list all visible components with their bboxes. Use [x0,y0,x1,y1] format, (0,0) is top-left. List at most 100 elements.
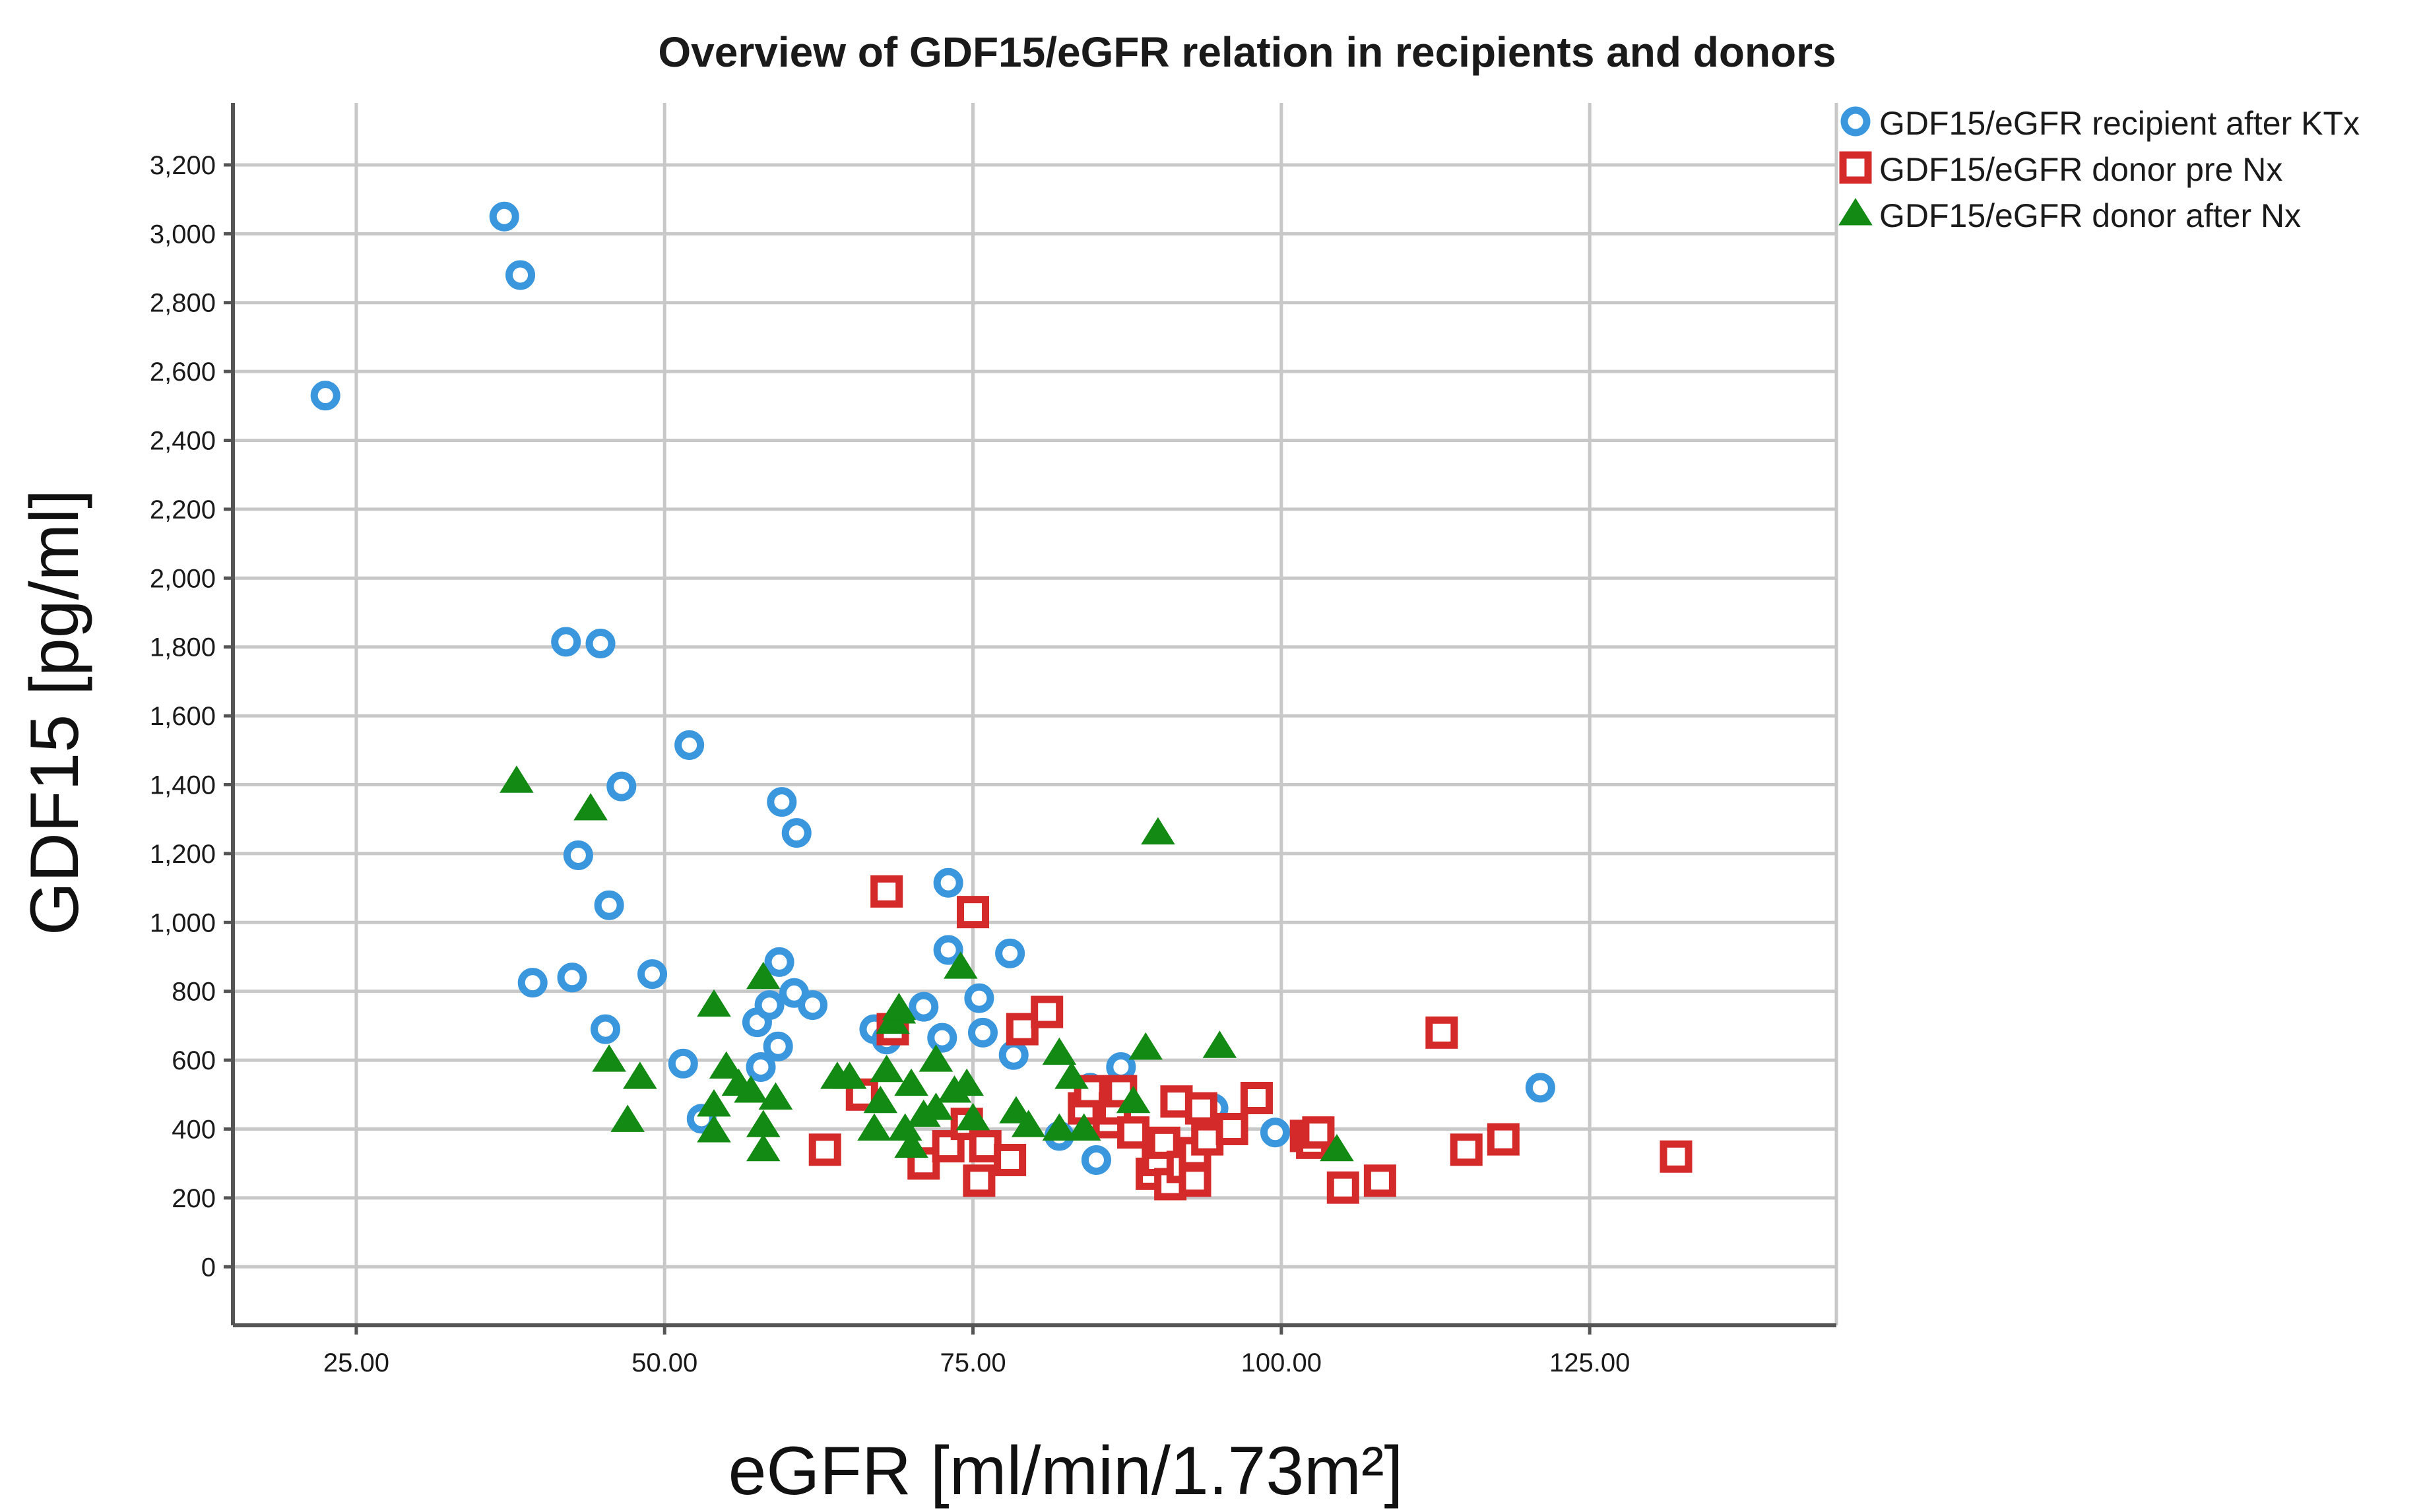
y-tick-label: 1,800 [150,633,216,662]
triangle-data-point [1042,1037,1077,1065]
y-tick-label: 3,000 [150,220,216,249]
y-tick-label: 1,200 [150,840,216,869]
circle-data-point [505,260,536,290]
triangle-data-point [882,992,917,1021]
triangle-data-point [1054,1061,1089,1089]
triangle-data-point [894,1130,928,1158]
triangle-data-point [500,765,534,793]
square-data-point [1031,995,1064,1028]
square-data-point [1184,1092,1217,1125]
triangle-data-point [758,1082,793,1110]
triangle-data-point [1011,1110,1046,1137]
legend-label: GDF15/eGFR donor pre Nx [1879,151,2282,188]
y-tick-label: 1,400 [150,771,216,800]
x-tick-label: 25.00 [323,1348,389,1377]
square-data-point [1450,1133,1483,1166]
circle-data-point [557,962,587,993]
circle-data-point [1260,1118,1290,1148]
triangle-data-point [592,1044,626,1072]
square-data-point [1006,1013,1039,1046]
triangle-data-point [919,1044,953,1072]
triangle-data-point [1320,1133,1354,1162]
square-data-point [1240,1081,1273,1114]
triangle-data-point [1066,1113,1101,1141]
legend: GDF15/eGFR recipient after KTx GDF15/eGFR… [1838,105,2360,234]
square-data-point [994,1143,1027,1176]
circle-data-point [967,1017,998,1048]
triangle-data-point [832,1061,867,1089]
y-tick-label: 2,200 [150,495,216,524]
circle-data-point [517,968,548,998]
y-tick-label: 0 [201,1253,216,1282]
triangle-data-point [950,1068,984,1096]
circle-data-point [637,959,668,990]
circle-data-point [767,787,797,817]
circle-data-point [585,628,616,658]
triangle-data-point [746,1133,781,1162]
plot-frame [233,103,1836,1325]
y-tick-label: 400 [172,1115,216,1144]
triangle-data-point [1202,1030,1237,1058]
circle-data-point [606,771,637,802]
square-data-point [1215,1112,1248,1145]
triangle-data-point [955,1102,990,1131]
triangle-data-point [999,1096,1033,1123]
triangle-data-point [734,1075,768,1103]
square-data-point [1147,1126,1180,1159]
circle-data-point [998,1040,1029,1070]
legend-item: GDF15/eGFR donor after Nx [1838,197,2301,234]
y-tick-label: 3,200 [150,151,216,180]
circle-data-point [310,381,340,411]
triangle-data-point [1141,817,1175,845]
square-data-point [1425,1016,1458,1049]
square-data-point [963,1164,996,1197]
x-tick-label: 50.00 [631,1348,697,1377]
square-data-point [1363,1164,1396,1197]
y-tick-label: 200 [172,1184,216,1213]
axes [231,103,1836,1327]
circle-data-point [927,1023,957,1053]
legend-label: GDF15/eGFR recipient after KTx [1879,105,2360,142]
plot-area: 25.00 50.00 75.00 100.00 125.00 0 200 400 600 80… [150,103,1838,1377]
circle-data-point [933,935,963,965]
triangle-data-point [894,1068,928,1096]
circle-data-point [563,840,593,871]
square-data-point [1326,1171,1359,1204]
circle-data-point [594,890,624,920]
y-tick-label: 1,000 [150,908,216,937]
square-data-point [1302,1116,1335,1149]
circle-data-point [798,990,828,1021]
triangle-data-point [610,1104,645,1132]
y-tick-label: 2,000 [150,564,216,593]
square-data-point [1660,1140,1693,1173]
y-tick-label: 2,800 [150,289,216,318]
triangle-data-point [697,989,731,1017]
triangle-data-point [1042,1113,1077,1141]
circle-data-point [763,1031,793,1061]
legend-item: GDF15/eGFR donor pre Nx [1839,151,2282,188]
circle-data-point [781,818,812,848]
y-tick-label: 600 [172,1046,216,1075]
square-data-point [870,875,903,908]
legend-square-marker [1839,151,1872,184]
y-tick-label: 800 [172,978,216,1007]
triangle-data-point [573,793,608,821]
legend-triangle-marker [1838,198,1873,226]
circle-data-point [1106,1052,1136,1083]
triangle-data-point [863,1085,898,1114]
square-data-point [1487,1123,1520,1156]
legend-circle-marker [1840,106,1871,137]
circle-data-point [909,992,939,1022]
triangle-data-point [919,1092,953,1120]
x-axis-label: eGFR [ml/min/1.73m²] [728,1433,1404,1509]
square-data-point [1105,1075,1138,1108]
square-data-point [1191,1123,1224,1156]
triangle-data-point [857,1113,891,1141]
circle-data-point [591,1014,621,1044]
circle-data-point [995,938,1025,968]
triangle-data-point [944,951,978,979]
legend-item: GDF15/eGFR recipient after KTx [1840,105,2360,142]
y-tick-label: 2,400 [150,427,216,456]
legend-label: GDF15/eGFR donor after Nx [1879,197,2301,234]
